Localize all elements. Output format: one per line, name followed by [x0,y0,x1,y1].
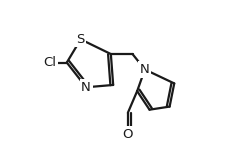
Text: N: N [81,81,91,94]
Text: N: N [140,63,150,76]
Text: S: S [77,33,85,46]
Text: Cl: Cl [43,56,56,69]
Text: O: O [123,128,133,141]
